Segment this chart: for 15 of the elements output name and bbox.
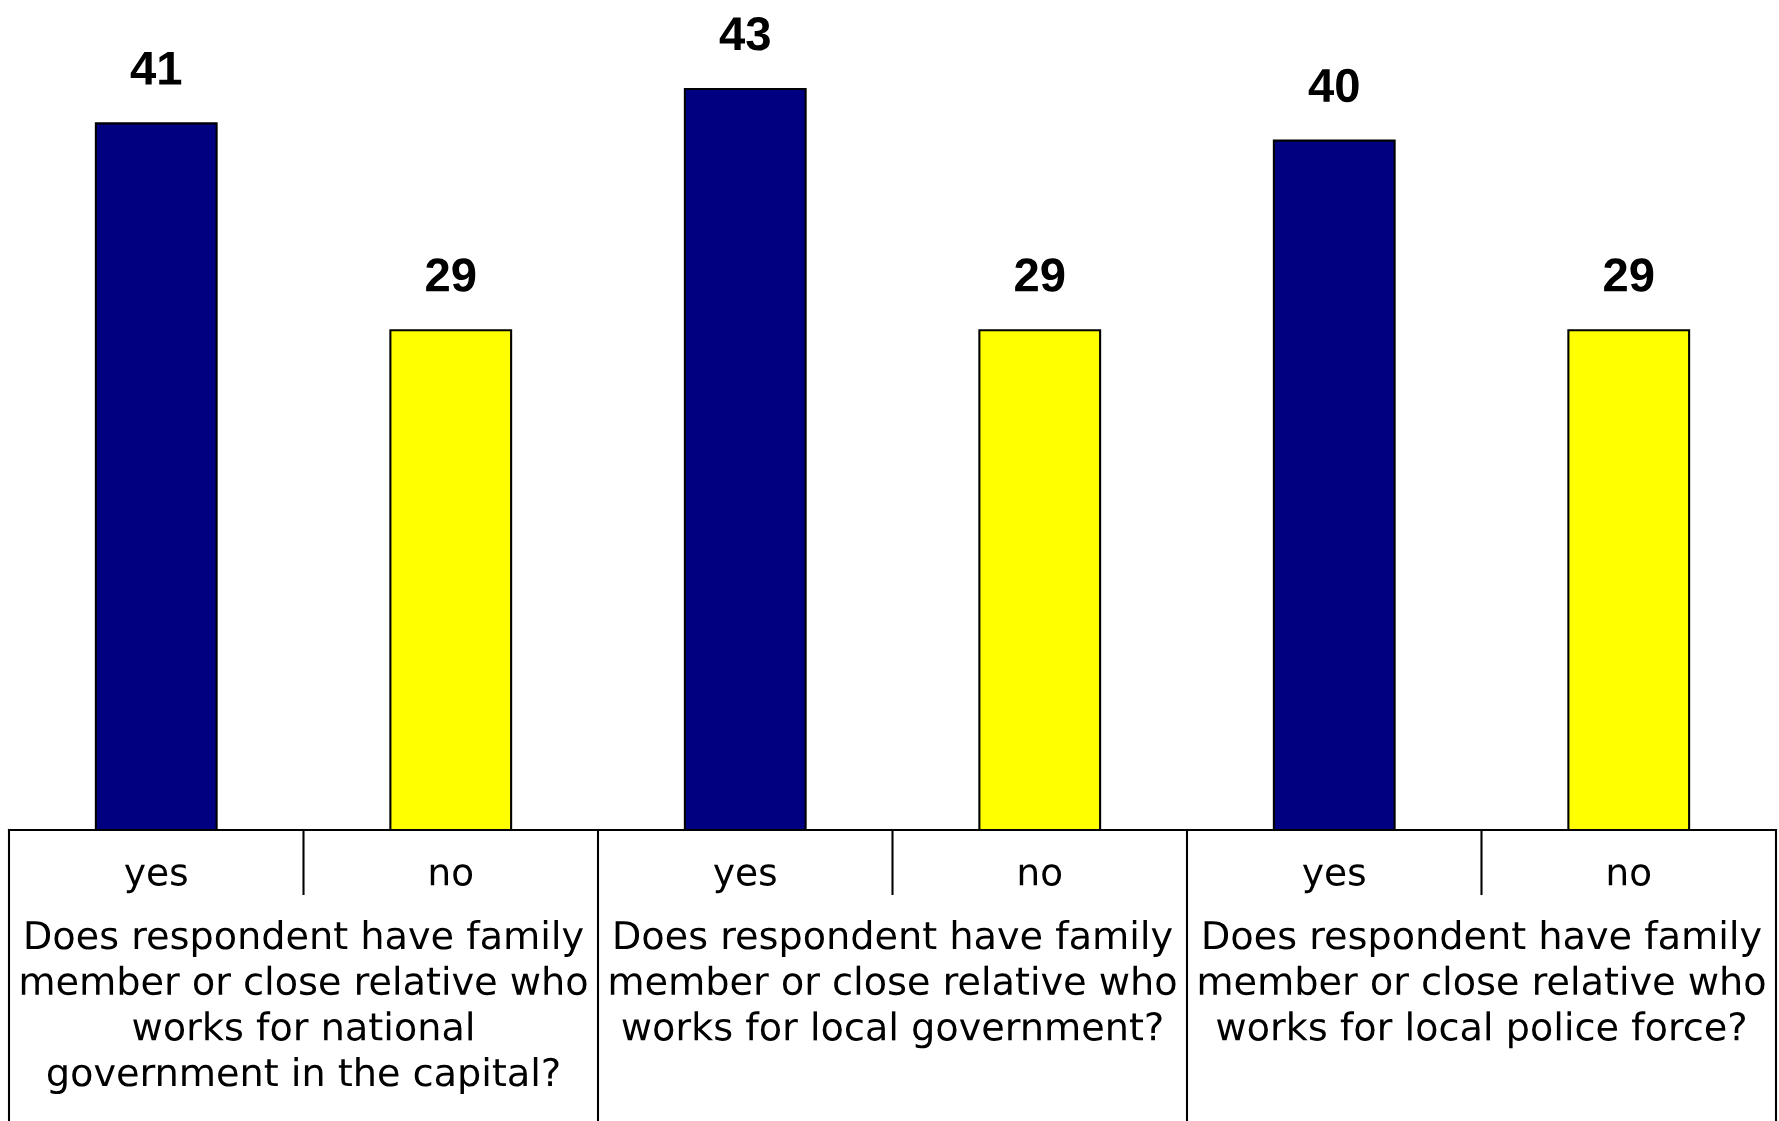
text: no <box>1019 864 1062 886</box>
x-tick-label: Does respondent have family member or close relative who works for local police force? <box>1199 920 1765 1049</box>
text: no <box>1608 864 1651 886</box>
data-label: 43 <box>719 17 770 51</box>
data-label: 29 <box>1604 258 1654 292</box>
x-tick-label: Does respondent have family member or close relative who works for national government in the capital? <box>21 920 587 1094</box>
data-label: 40 <box>1308 68 1359 103</box>
series-label: yes <box>124 864 187 894</box>
series-label: no <box>430 864 473 886</box>
data-label: 29 <box>426 258 476 292</box>
data-label: 41 <box>130 52 182 85</box>
data-label: 29 <box>1015 258 1065 292</box>
x-tick-label: Does respondent have family member or close relative who works for local government? <box>610 920 1176 1049</box>
text: yes <box>713 864 776 894</box>
text: yes <box>1302 864 1365 894</box>
